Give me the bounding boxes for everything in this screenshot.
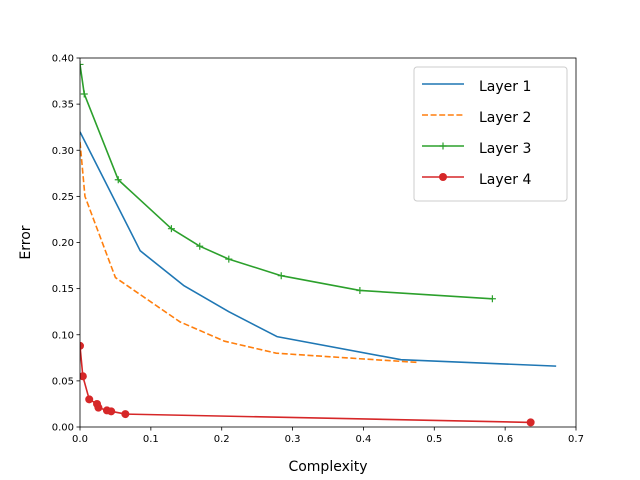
series-line (80, 345, 531, 424)
x-tick-label: 0.6 (497, 434, 513, 445)
data-point (107, 407, 116, 416)
legend-label: Layer 3 (479, 141, 531, 157)
y-tick-label: 0.05 (52, 376, 74, 387)
y-tick-label: 0.30 (52, 146, 74, 157)
y-tick-label: 0.25 (52, 192, 74, 203)
data-point (225, 255, 233, 263)
data-point (85, 395, 94, 404)
data-point (80, 372, 87, 381)
y-tick-label: 0.40 (52, 54, 74, 65)
x-axis-title: Complexity (288, 459, 367, 475)
data-point (196, 242, 204, 250)
plot-frame (79, 57, 577, 428)
data-point (277, 272, 285, 280)
data-point (526, 418, 535, 427)
legend-label: Layer 4 (479, 172, 531, 188)
legend-item: Layer 1 (422, 79, 531, 95)
x-tick-label: 0.3 (285, 434, 301, 445)
data-point (439, 142, 447, 150)
series-1 (80, 131, 557, 367)
x-tick-label: 0.7 (568, 434, 584, 445)
data-point (114, 176, 122, 184)
y-tick-label: 0.00 (52, 423, 74, 434)
x-tick-label: 0.4 (355, 434, 371, 445)
legend-label: Layer 1 (479, 79, 531, 95)
y-tick-label: 0.10 (52, 330, 74, 341)
data-point (439, 173, 447, 181)
data-point (167, 225, 175, 233)
series-line (80, 141, 419, 364)
legend-item: Layer 4 (422, 172, 531, 188)
data-point (121, 410, 130, 419)
series-4 (80, 341, 535, 427)
y-tick-label: 0.20 (52, 238, 74, 249)
x-tick-label: 0.1 (143, 434, 159, 445)
legend-item: Layer 3 (422, 141, 531, 157)
legend-label: Layer 2 (479, 110, 531, 126)
axes: 0.0 0.1 0.2 0.3 0.4 0.5 0.6 0.7 0.00 0.05 0.10 0.15… (52, 54, 584, 446)
y-axis-title: Error (18, 225, 34, 259)
x-tick-label: 0.0 (72, 434, 88, 445)
data-point (80, 341, 84, 350)
y-tick-label: 0.35 (52, 100, 74, 111)
series-3 (80, 60, 496, 303)
data-point (356, 286, 364, 294)
data-point (94, 403, 103, 412)
y-tick-label: 0.15 (52, 284, 74, 295)
data-point (80, 60, 84, 68)
series-2 (80, 141, 419, 364)
x-tick-label: 0.5 (426, 434, 442, 445)
data-point (80, 90, 88, 98)
x-tick-label: 0.2 (214, 434, 230, 445)
legend-item: Layer 2 (422, 110, 531, 126)
series-line (80, 131, 557, 367)
legend: Layer 1 Layer 2 Layer 3 Layer 4 (413, 66, 568, 202)
plot-area (80, 60, 557, 427)
data-point (488, 295, 496, 303)
legend-box (413, 66, 568, 202)
